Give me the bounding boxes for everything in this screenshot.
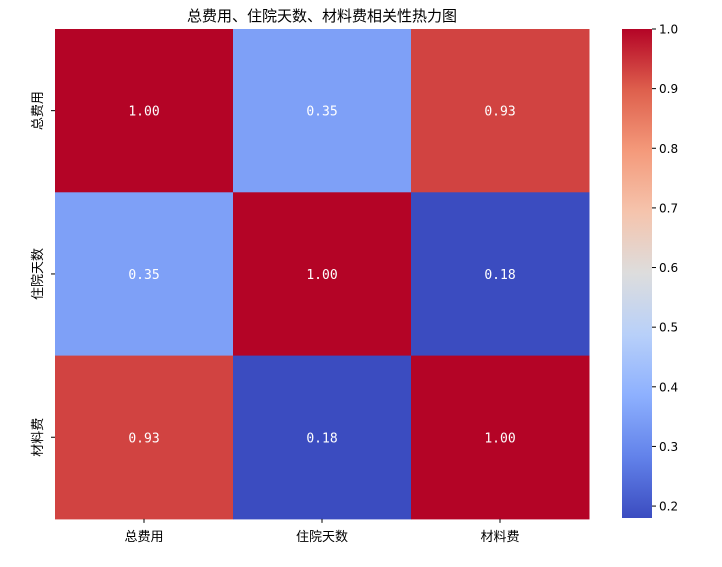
y-tick-label: 总费用 — [31, 91, 46, 130]
heatmap-cell — [411, 29, 590, 193]
y-tick-label: 住院天数 — [31, 248, 46, 300]
heatmap-cell — [233, 355, 412, 520]
heatmap-cell — [233, 192, 412, 357]
heatmap-cell — [233, 29, 412, 193]
x-tick-label: 总费用 — [124, 530, 163, 545]
colorbar-tick-label: 0.8 — [659, 142, 678, 156]
heatmap-cells: 1.00 0.35 0.93 0.35 1.00 0.18 0.93 0.18 1.00 — [55, 29, 590, 520]
cell-value-label: 1.00 — [484, 431, 515, 446]
cell-value-label: 0.18 — [484, 268, 515, 283]
cell-value-label: 0.35 — [306, 105, 337, 120]
cell-value-label: 0.35 — [128, 268, 159, 283]
cell-value-label: 1.00 — [306, 268, 337, 283]
colorbar-tick-label: 1.0 — [659, 23, 678, 37]
colorbar-tick-label: 0.4 — [659, 380, 678, 394]
chart-title: 总费用、住院天数、材料费相关性热力图 — [187, 7, 457, 25]
cell-value-label: 0.93 — [484, 105, 515, 120]
colorbar-bar — [622, 29, 652, 518]
heatmap-cell — [55, 29, 234, 193]
cell-value-label: 0.18 — [306, 431, 337, 446]
x-tick-label: 材料费 — [480, 530, 519, 545]
colorbar-tick-label: 0.5 — [659, 321, 678, 335]
colorbar: 0.2 0.3 0.4 0.5 0.6 0.7 0.8 0.9 1.0 — [622, 23, 678, 518]
heatmap-cell — [411, 192, 590, 357]
colorbar-tick-label: 0.2 — [659, 500, 678, 514]
colorbar-tick-label: 0.3 — [659, 440, 678, 454]
heatmap-cell — [55, 192, 234, 357]
heatmap-cell — [411, 355, 590, 520]
colorbar-tick-label: 0.7 — [659, 201, 678, 215]
y-tick-label: 材料费 — [31, 418, 46, 457]
x-axis: 总费用 住院天数 材料费 — [124, 518, 520, 545]
heatmap-cell — [55, 355, 234, 520]
colorbar-tick-label: 0.9 — [659, 82, 678, 96]
colorbar-tick-label: 0.6 — [659, 261, 678, 275]
x-tick-label: 住院天数 — [296, 530, 348, 545]
cell-value-label: 0.93 — [128, 431, 159, 446]
cell-value-label: 1.00 — [128, 105, 159, 120]
